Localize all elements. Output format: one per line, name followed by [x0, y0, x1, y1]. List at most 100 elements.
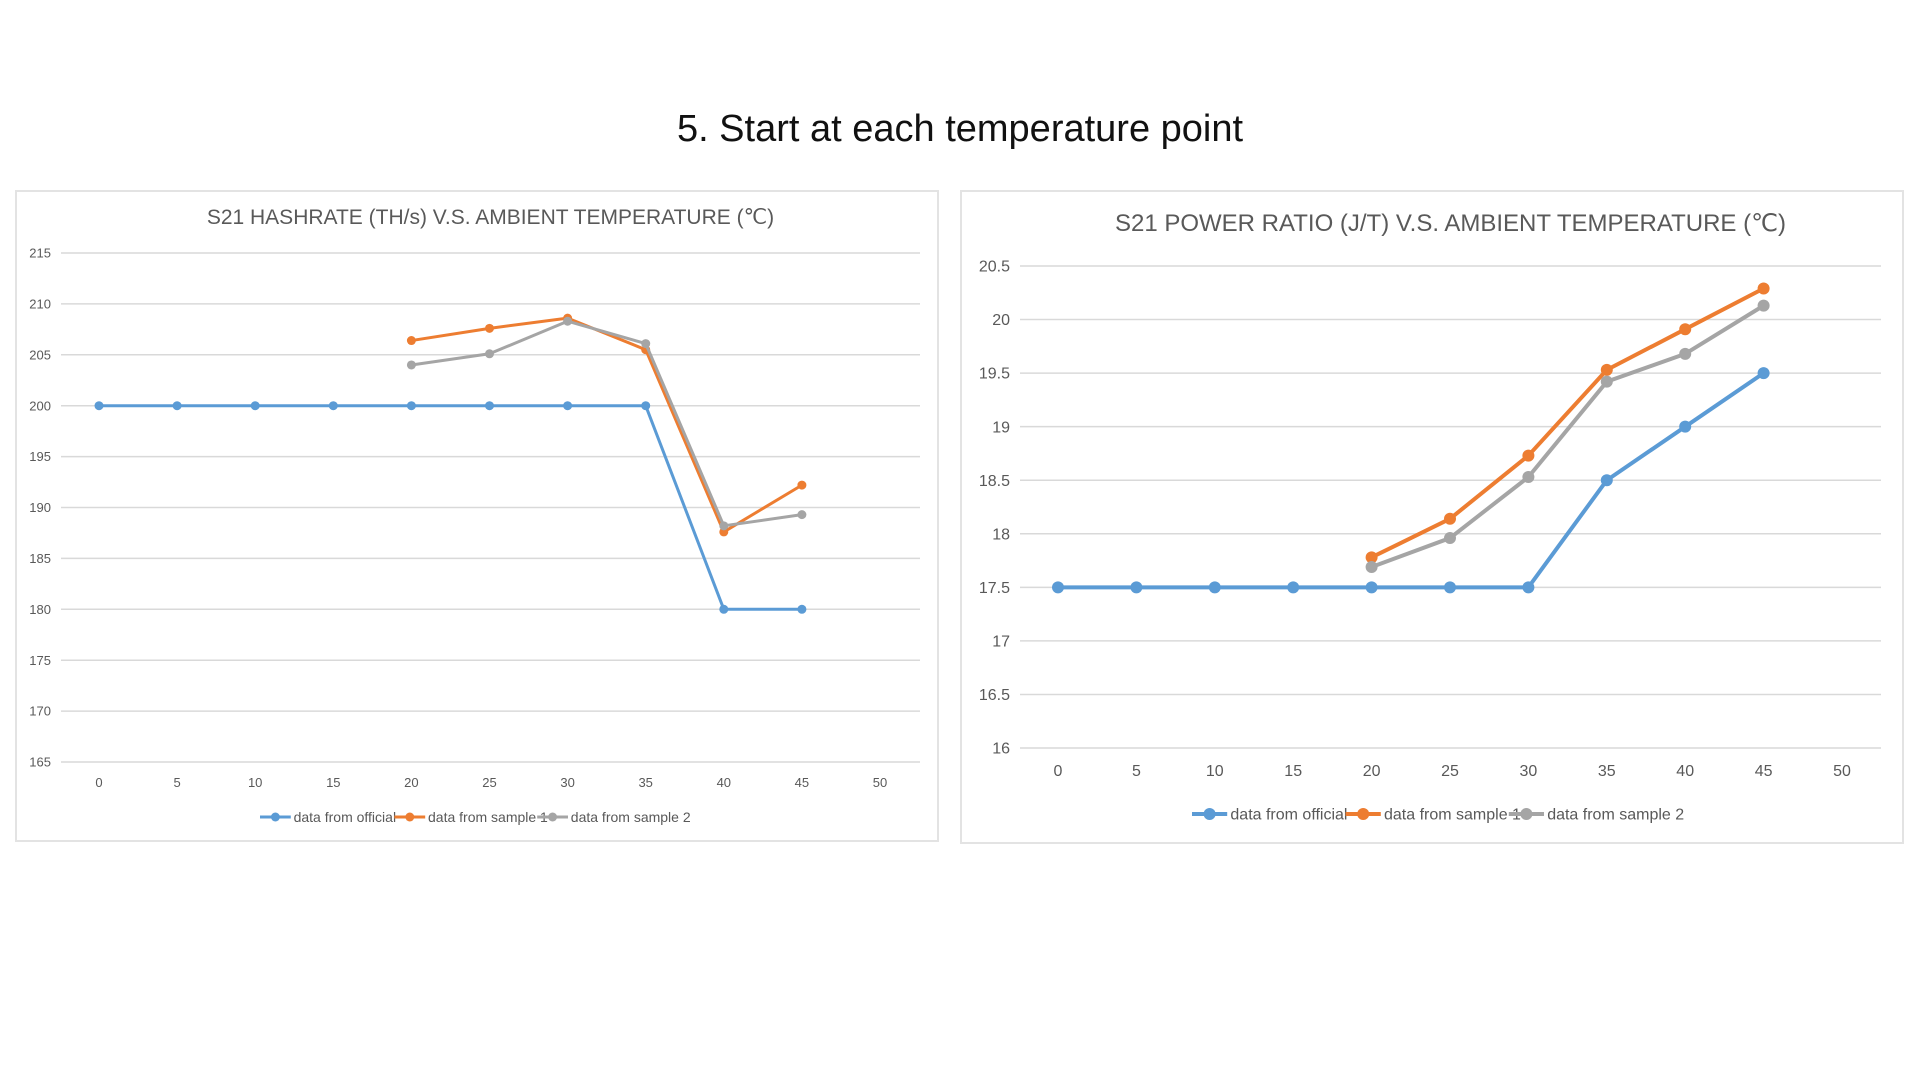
data-point: [1444, 581, 1456, 594]
x-tick-label: 10: [1206, 763, 1224, 780]
data-point: [719, 604, 729, 614]
legend-label: data from sample 2: [571, 809, 691, 825]
data-point: [485, 323, 494, 333]
series-line-2: [1370, 286, 1765, 560]
data-point: [1444, 512, 1456, 525]
data-point: [1444, 532, 1456, 545]
y-tick-label: 17.5: [979, 580, 1010, 597]
legend-label: data from official: [1230, 807, 1347, 824]
y-tick-label: 18: [992, 526, 1010, 543]
data-point: [250, 401, 260, 411]
data-point: [563, 401, 573, 411]
legend-label: data from sample 2: [1547, 807, 1684, 824]
data-point: [1522, 581, 1535, 594]
y-tick-label: 20.5: [979, 259, 1010, 276]
series-line-1: [1058, 371, 1765, 590]
data-point: [1679, 420, 1692, 433]
x-tick-label: 20: [1363, 763, 1381, 780]
x-tick-label: 15: [326, 775, 340, 790]
data-point: [1365, 551, 1378, 564]
data-point: [797, 480, 807, 490]
x-tick-label: 5: [1132, 763, 1141, 780]
data-point: [94, 401, 104, 411]
data-point: [1365, 581, 1378, 594]
data-point: [1522, 471, 1535, 484]
legend-marker: [1520, 808, 1533, 820]
y-tick-label: 175: [29, 653, 51, 668]
data-point: [1287, 581, 1300, 594]
data-point: [1522, 449, 1535, 462]
legend-marker: [548, 812, 558, 822]
legend-label: data from official: [294, 809, 396, 825]
data-point: [406, 336, 416, 346]
y-tick-label: 195: [29, 449, 51, 464]
y-tick-label: 20: [992, 312, 1010, 329]
y-tick-label: 16: [992, 741, 1010, 758]
y-tick-label: 19.5: [979, 366, 1010, 383]
data-point: [1365, 560, 1378, 573]
series-line-3: [1370, 303, 1765, 569]
legend-marker: [1357, 808, 1370, 820]
data-point: [406, 360, 416, 370]
data-point: [406, 401, 416, 411]
x-tick-label: 40: [1676, 763, 1694, 780]
chart-title: S21 HASHRATE (TH/s) V.S. AMBIENT TEMPERA…: [207, 206, 774, 229]
y-tick-label: 190: [29, 500, 51, 515]
x-tick-label: 10: [248, 775, 262, 790]
y-tick-label: 205: [29, 347, 51, 362]
y-tick-label: 215: [29, 246, 51, 261]
data-point: [1600, 363, 1613, 376]
y-tick-label: 170: [29, 704, 51, 719]
series-line-1: [99, 404, 802, 611]
legend-marker: [270, 812, 280, 822]
legend-marker: [1203, 808, 1216, 820]
legend-label: data from sample 1: [1384, 807, 1521, 824]
data-point: [1208, 581, 1221, 594]
slide-title: 5. Start at each temperature point: [676, 108, 1244, 150]
series-line-2: [411, 316, 803, 534]
y-tick-label: 17: [992, 633, 1010, 650]
data-point: [485, 401, 494, 411]
y-tick-label: 210: [29, 296, 51, 311]
data-point: [719, 521, 729, 531]
x-tick-label: 15: [1284, 763, 1302, 780]
data-point: [641, 401, 651, 411]
y-tick-label: 180: [29, 602, 51, 617]
x-tick-label: 0: [95, 775, 102, 790]
x-tick-label: 50: [873, 775, 887, 790]
data-point: [1757, 282, 1770, 295]
data-point: [328, 401, 338, 411]
x-tick-label: 45: [1755, 763, 1773, 780]
y-tick-label: 200: [29, 398, 51, 413]
data-point: [563, 316, 573, 326]
data-point: [485, 349, 494, 359]
x-tick-label: 40: [717, 775, 731, 790]
data-point: [641, 339, 651, 349]
legend-label: data from sample 1: [428, 809, 548, 825]
data-point: [1679, 347, 1692, 360]
x-tick-label: 25: [482, 775, 496, 790]
x-tick-label: 45: [795, 775, 809, 790]
legend-marker: [405, 812, 415, 822]
x-tick-label: 30: [1520, 763, 1538, 780]
data-point: [1600, 474, 1613, 487]
x-tick-label: 35: [1598, 763, 1616, 780]
x-tick-label: 0: [1054, 763, 1063, 780]
x-tick-label: 25: [1441, 763, 1459, 780]
data-point: [797, 510, 807, 520]
series-line-3: [411, 319, 803, 528]
data-point: [1130, 581, 1143, 594]
data-point: [1757, 299, 1770, 312]
data-point: [1052, 581, 1064, 594]
y-tick-label: 19: [992, 419, 1010, 436]
chart-title: S21 POWER RATIO (J/T) V.S. AMBIENT TEMPE…: [1115, 210, 1786, 237]
y-tick-label: 165: [29, 755, 51, 770]
y-tick-label: 185: [29, 551, 51, 566]
x-tick-label: 30: [560, 775, 574, 790]
x-tick-label: 50: [1833, 763, 1851, 780]
x-tick-label: 5: [173, 775, 180, 790]
data-point: [797, 604, 807, 614]
x-tick-label: 35: [638, 775, 652, 790]
y-tick-label: 16.5: [979, 687, 1010, 704]
